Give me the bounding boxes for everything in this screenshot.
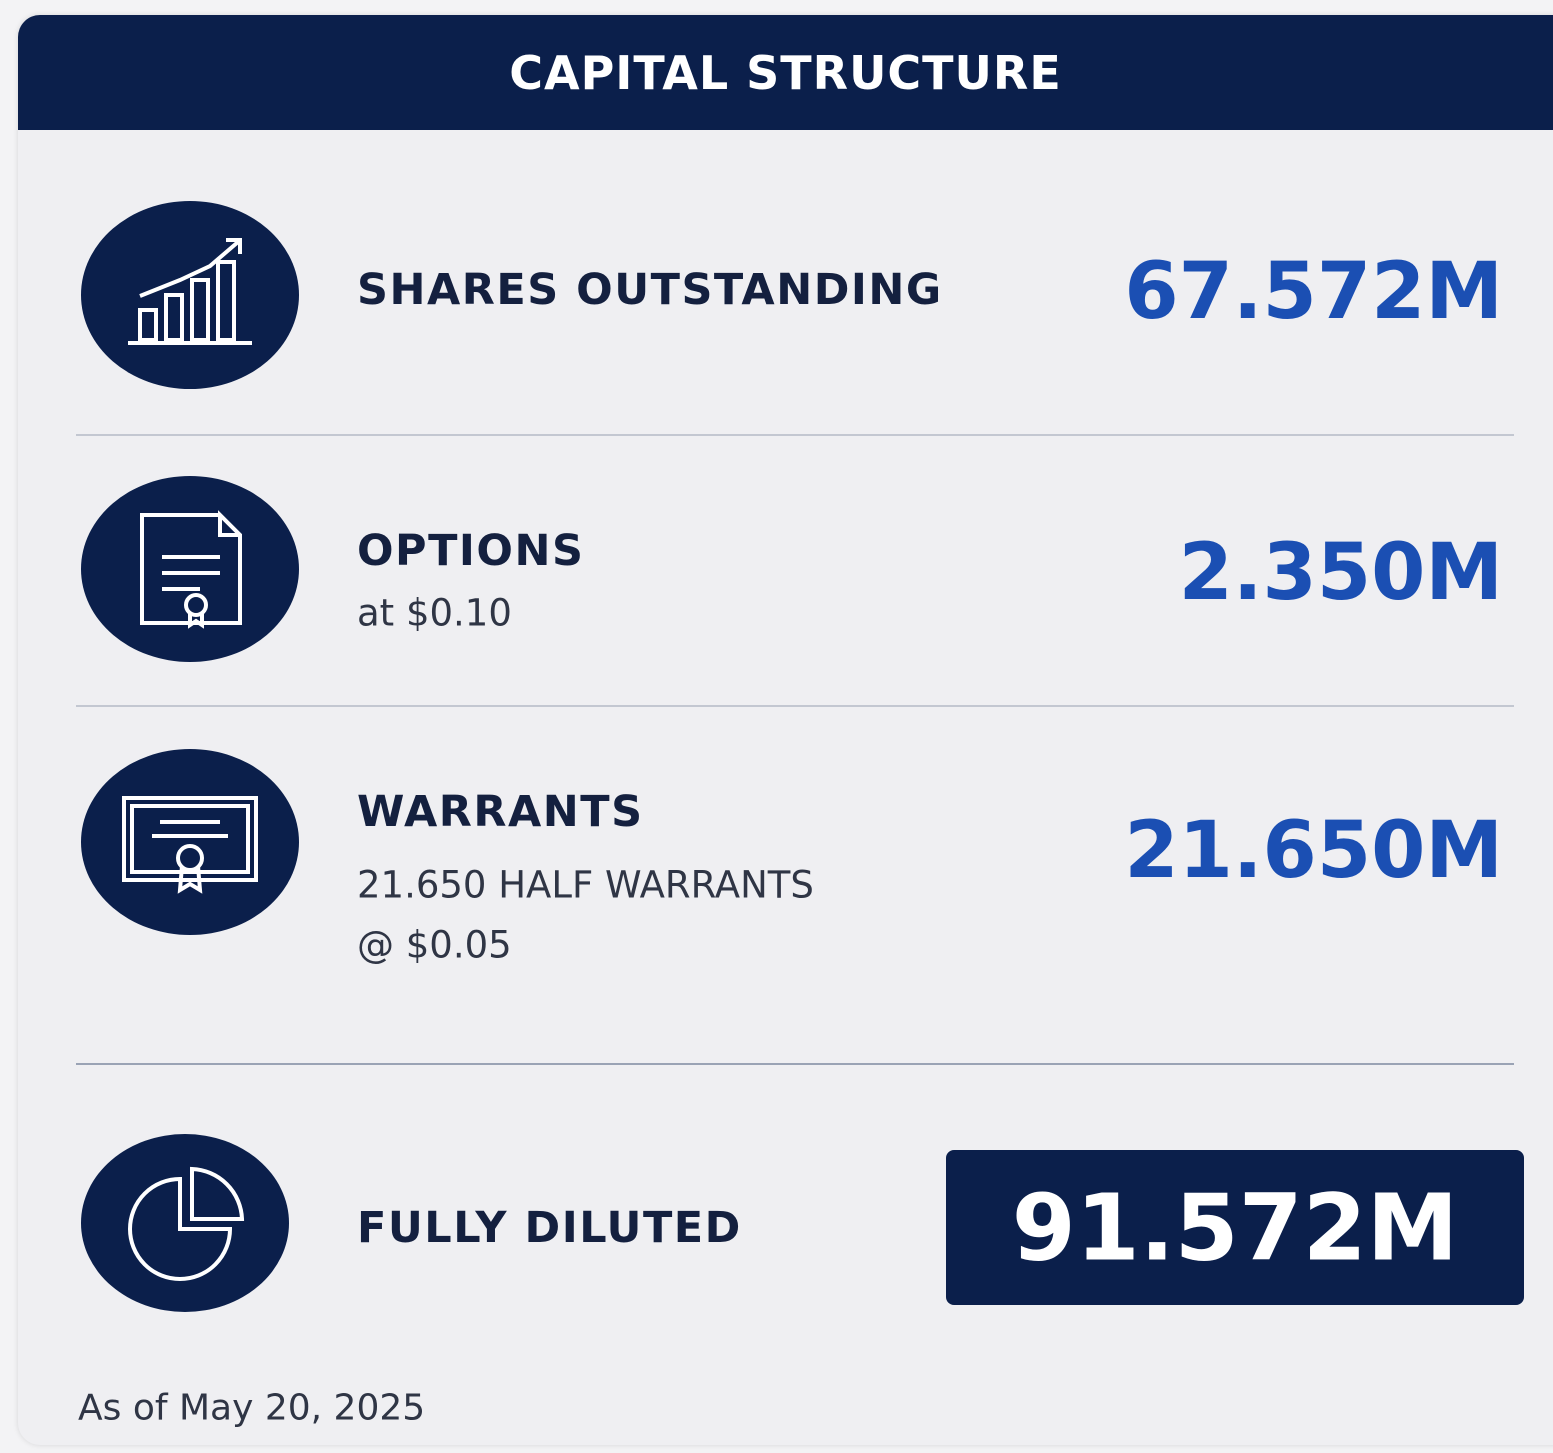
row-value: 67.572M: [1124, 247, 1503, 337]
divider: [76, 1063, 1514, 1065]
row-detail: at $0.10: [357, 591, 512, 635]
divider: [76, 434, 1514, 436]
row-label: SHARES OUTSTANDING: [357, 265, 943, 315]
row-detail: 21.650 HALF WARRANTS: [357, 863, 814, 907]
header: CAPITAL STRUCTURE: [18, 15, 1553, 130]
chart-icon: [81, 201, 299, 389]
row-label: WARRANTS: [357, 787, 644, 837]
divider: [76, 705, 1514, 707]
certificate-icon: [81, 749, 299, 935]
footnote: As of May 20, 2025: [78, 1387, 426, 1429]
row-value: 2.350M: [1178, 528, 1503, 618]
row-detail: @ $0.05: [357, 923, 512, 967]
total-box: 91.572M: [946, 1150, 1524, 1305]
capital-structure-card: CAPITAL STRUCTURE SHARES OUTSTANDING 67.…: [18, 15, 1553, 1445]
total-label: FULLY DILUTED: [357, 1203, 742, 1253]
row-value: 21.650M: [1124, 806, 1503, 896]
total-value: 91.572M: [1011, 1174, 1459, 1282]
header-title: CAPITAL STRUCTURE: [509, 46, 1062, 100]
row-label: OPTIONS: [357, 526, 585, 576]
pie-icon: [81, 1134, 289, 1312]
document-icon: [81, 476, 299, 662]
